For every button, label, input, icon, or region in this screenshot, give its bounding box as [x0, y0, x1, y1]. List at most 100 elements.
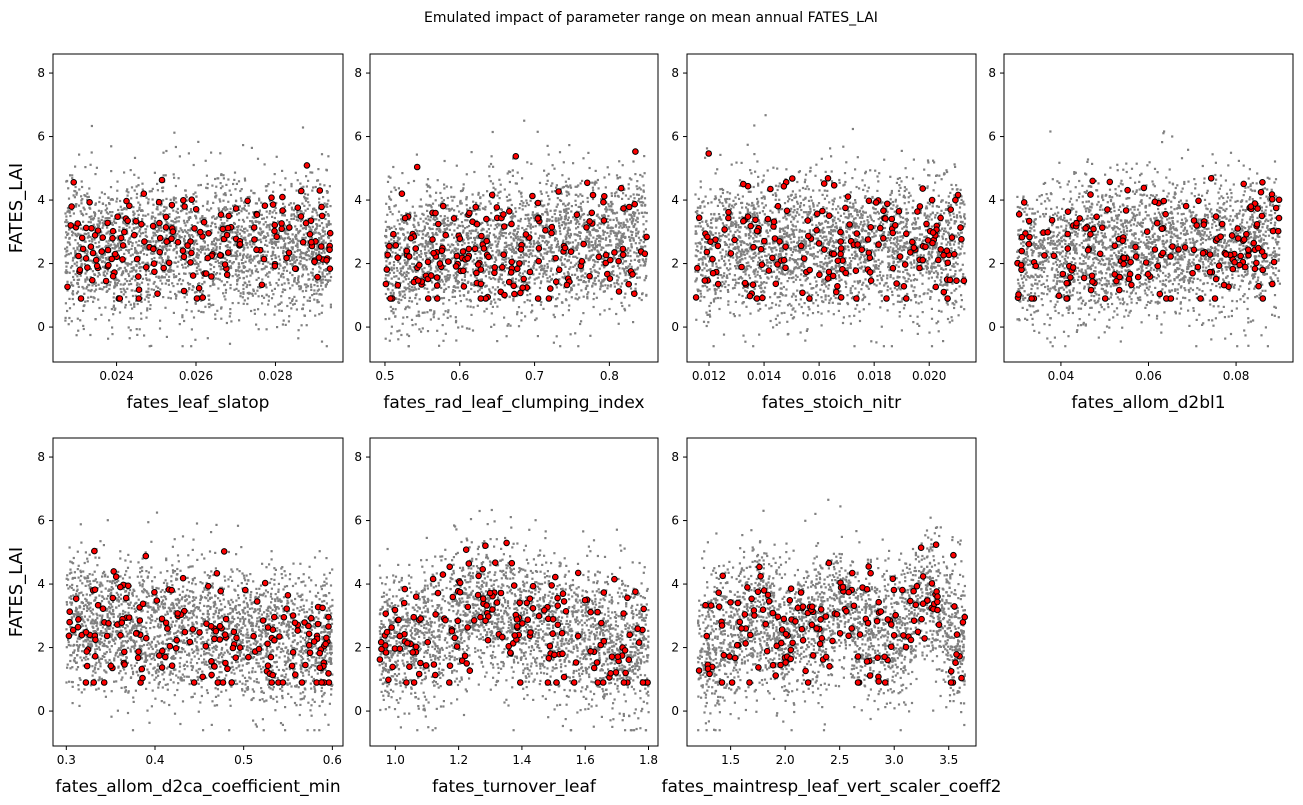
grey-point [325, 279, 327, 281]
grey-point [230, 208, 232, 210]
grey-point [619, 232, 621, 234]
grey-point [309, 310, 311, 312]
grey-point [211, 222, 213, 224]
grey-point [178, 177, 180, 179]
grey-point [104, 306, 106, 308]
grey-point [205, 160, 207, 162]
grey-point [508, 257, 510, 259]
grey-point [565, 208, 567, 210]
grey-point [491, 155, 493, 157]
grey-point [83, 304, 85, 306]
grey-point [283, 276, 285, 278]
grey-point [215, 226, 217, 228]
grey-point [302, 304, 304, 306]
grey-point [100, 210, 102, 212]
grey-point [327, 155, 329, 157]
grey-point [243, 277, 245, 279]
grey-point [326, 190, 328, 192]
grey-point [146, 225, 148, 227]
grey-point [528, 265, 530, 267]
grey-point [267, 251, 269, 253]
grey-point [470, 232, 472, 234]
grey-point [270, 255, 272, 257]
grey-point [295, 245, 297, 247]
grey-point [212, 304, 214, 306]
grey-point [629, 250, 631, 252]
grey-point [453, 237, 455, 239]
grey-point [145, 215, 147, 217]
grey-point [537, 240, 539, 242]
grey-point [452, 291, 454, 293]
grey-point [578, 297, 580, 299]
red-point [93, 257, 99, 263]
grey-point [275, 257, 277, 259]
grey-point [393, 272, 395, 274]
grey-point [522, 273, 524, 275]
grey-point [65, 266, 67, 268]
grey-point [455, 339, 457, 341]
grey-point [136, 197, 138, 199]
grey-point [630, 260, 632, 262]
grey-point [424, 248, 426, 250]
grey-point [415, 293, 417, 295]
grey-point [579, 323, 581, 325]
grey-point [388, 176, 390, 178]
grey-point [173, 173, 175, 175]
grey-point [80, 210, 82, 212]
grey-point [432, 260, 434, 262]
grey-point [105, 259, 107, 261]
grey-point [148, 270, 150, 272]
grey-point [166, 245, 168, 247]
grey-point [319, 225, 321, 227]
grey-point [556, 273, 558, 275]
grey-point [455, 280, 457, 282]
grey-point [420, 198, 422, 200]
grey-point [541, 267, 543, 269]
grey-point [556, 286, 558, 288]
grey-point [66, 221, 68, 223]
grey-point [483, 310, 485, 312]
grey-point [251, 246, 253, 248]
grey-point [464, 274, 466, 276]
grey-point [328, 220, 330, 222]
grey-point [85, 233, 87, 235]
grey-point [274, 217, 276, 219]
grey-point [152, 212, 154, 214]
grey-point [239, 190, 241, 192]
grey-point [307, 201, 309, 203]
grey-point [252, 243, 254, 245]
grey-point [498, 192, 500, 194]
grey-point [443, 187, 445, 189]
grey-point [81, 286, 83, 288]
grey-point [638, 242, 640, 244]
grey-point [139, 235, 141, 237]
grey-point [557, 220, 559, 222]
grey-point [133, 227, 135, 229]
grey-point [575, 227, 577, 229]
grey-point [239, 253, 241, 255]
red-point [225, 225, 231, 231]
grey-point [579, 235, 581, 237]
grey-point [98, 307, 100, 309]
grey-point [299, 249, 301, 251]
grey-point [325, 211, 327, 213]
grey-point [142, 214, 144, 216]
grey-point [283, 240, 285, 242]
grey-point [266, 211, 268, 213]
grey-point [170, 220, 172, 222]
grey-point [551, 244, 553, 246]
grey-point [159, 280, 161, 282]
grey-point [605, 239, 607, 241]
grey-point [118, 226, 120, 228]
grey-point [85, 241, 87, 243]
grey-point [288, 221, 290, 223]
grey-point [597, 275, 599, 277]
grey-point [300, 225, 302, 227]
grey-point [329, 205, 331, 207]
grey-point [230, 255, 232, 257]
grey-point [303, 252, 305, 254]
grey-point [459, 225, 461, 227]
grey-point [252, 259, 254, 261]
grey-point [402, 323, 404, 325]
grey-point [399, 249, 401, 251]
